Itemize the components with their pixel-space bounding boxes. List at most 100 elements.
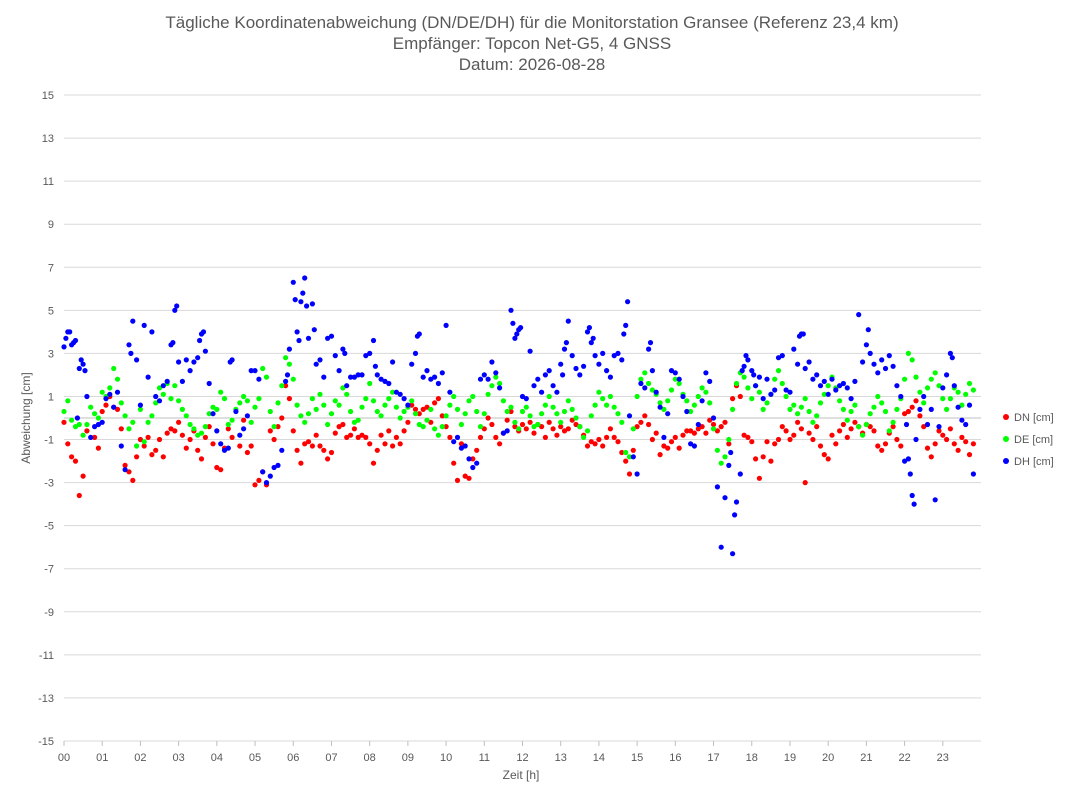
- data-point: [321, 447, 327, 453]
- data-point: [676, 380, 682, 387]
- data-point: [200, 329, 207, 335]
- data-point: [909, 357, 915, 363]
- data-point: [560, 372, 566, 378]
- data-point: [252, 482, 258, 488]
- data-point: [542, 402, 549, 408]
- data-point: [65, 441, 71, 447]
- data-point: [267, 428, 273, 434]
- data-point: [363, 434, 369, 440]
- data-point: [497, 441, 503, 447]
- data-point: [695, 393, 701, 400]
- data-point: [311, 327, 317, 333]
- data-point: [164, 378, 170, 384]
- data-point: [279, 415, 285, 421]
- data-point: [179, 378, 185, 384]
- data-point: [359, 372, 365, 378]
- data-point: [374, 447, 380, 453]
- data-point: [309, 396, 315, 402]
- data-point: [128, 350, 134, 356]
- data-point: [829, 432, 835, 438]
- data-point: [863, 421, 870, 428]
- x-tick-label: 08: [364, 752, 376, 764]
- data-point: [554, 432, 560, 438]
- data-point: [149, 452, 155, 458]
- data-point: [283, 378, 289, 384]
- data-point: [573, 365, 579, 372]
- data-point: [642, 370, 648, 376]
- data-point: [302, 275, 308, 281]
- data-point: [867, 424, 873, 430]
- data-point: [462, 473, 468, 479]
- x-tick-label: 03: [173, 752, 185, 764]
- data-point: [107, 391, 113, 397]
- data-point: [665, 445, 671, 451]
- data-point: [871, 404, 877, 410]
- data-point: [428, 419, 434, 425]
- data-point: [428, 406, 434, 412]
- x-tick-label: 09: [402, 752, 414, 764]
- data-point: [882, 408, 889, 415]
- data-point: [500, 430, 506, 436]
- data-point: [565, 318, 571, 324]
- data-point: [550, 404, 556, 410]
- data-point: [137, 406, 143, 412]
- data-point: [225, 445, 231, 451]
- data-point: [489, 421, 495, 428]
- data-point: [489, 359, 495, 365]
- data-point: [443, 424, 449, 430]
- data-point: [248, 368, 254, 374]
- data-point: [672, 434, 678, 440]
- data-point: [865, 327, 871, 333]
- data-point: [800, 331, 806, 337]
- data-point: [298, 413, 304, 419]
- data-point: [732, 512, 738, 518]
- data-point: [160, 391, 166, 397]
- data-point: [80, 361, 86, 367]
- data-point: [145, 419, 151, 425]
- data-point: [244, 413, 250, 419]
- data-point: [852, 402, 858, 408]
- data-point: [810, 376, 816, 382]
- x-tick-label: 23: [937, 752, 949, 764]
- data-point: [802, 480, 808, 486]
- data-point: [454, 434, 461, 440]
- data-point: [435, 380, 441, 387]
- data-point: [970, 471, 977, 477]
- data-point: [779, 353, 785, 359]
- data-point: [275, 400, 281, 406]
- data-point: [244, 398, 250, 404]
- data-point: [745, 385, 751, 391]
- data-point: [67, 329, 73, 335]
- data-point: [550, 383, 556, 389]
- data-point: [290, 376, 296, 382]
- data-point: [569, 353, 575, 359]
- data-point: [619, 357, 625, 363]
- data-point: [187, 368, 193, 374]
- data-point: [691, 402, 698, 408]
- data-point: [684, 398, 690, 404]
- data-point: [370, 398, 377, 404]
- data-point: [775, 368, 782, 374]
- data-point: [317, 357, 323, 363]
- data-point: [432, 374, 438, 380]
- data-point: [386, 428, 392, 434]
- data-point: [932, 370, 938, 376]
- data-point: [458, 421, 464, 428]
- data-point: [539, 411, 545, 417]
- data-point: [688, 441, 694, 447]
- data-point: [447, 389, 453, 395]
- data-point: [871, 428, 877, 434]
- data-point: [393, 404, 399, 410]
- data-point: [647, 340, 654, 346]
- y-tick-label: -11: [39, 650, 54, 662]
- data-point: [172, 383, 178, 389]
- data-point: [825, 391, 831, 397]
- data-point: [168, 426, 174, 432]
- data-point: [894, 383, 900, 389]
- data-point: [69, 417, 75, 423]
- data-point: [630, 454, 636, 460]
- data-point: [359, 432, 365, 438]
- data-point: [604, 368, 610, 374]
- data-point: [183, 445, 189, 451]
- data-point: [535, 376, 541, 382]
